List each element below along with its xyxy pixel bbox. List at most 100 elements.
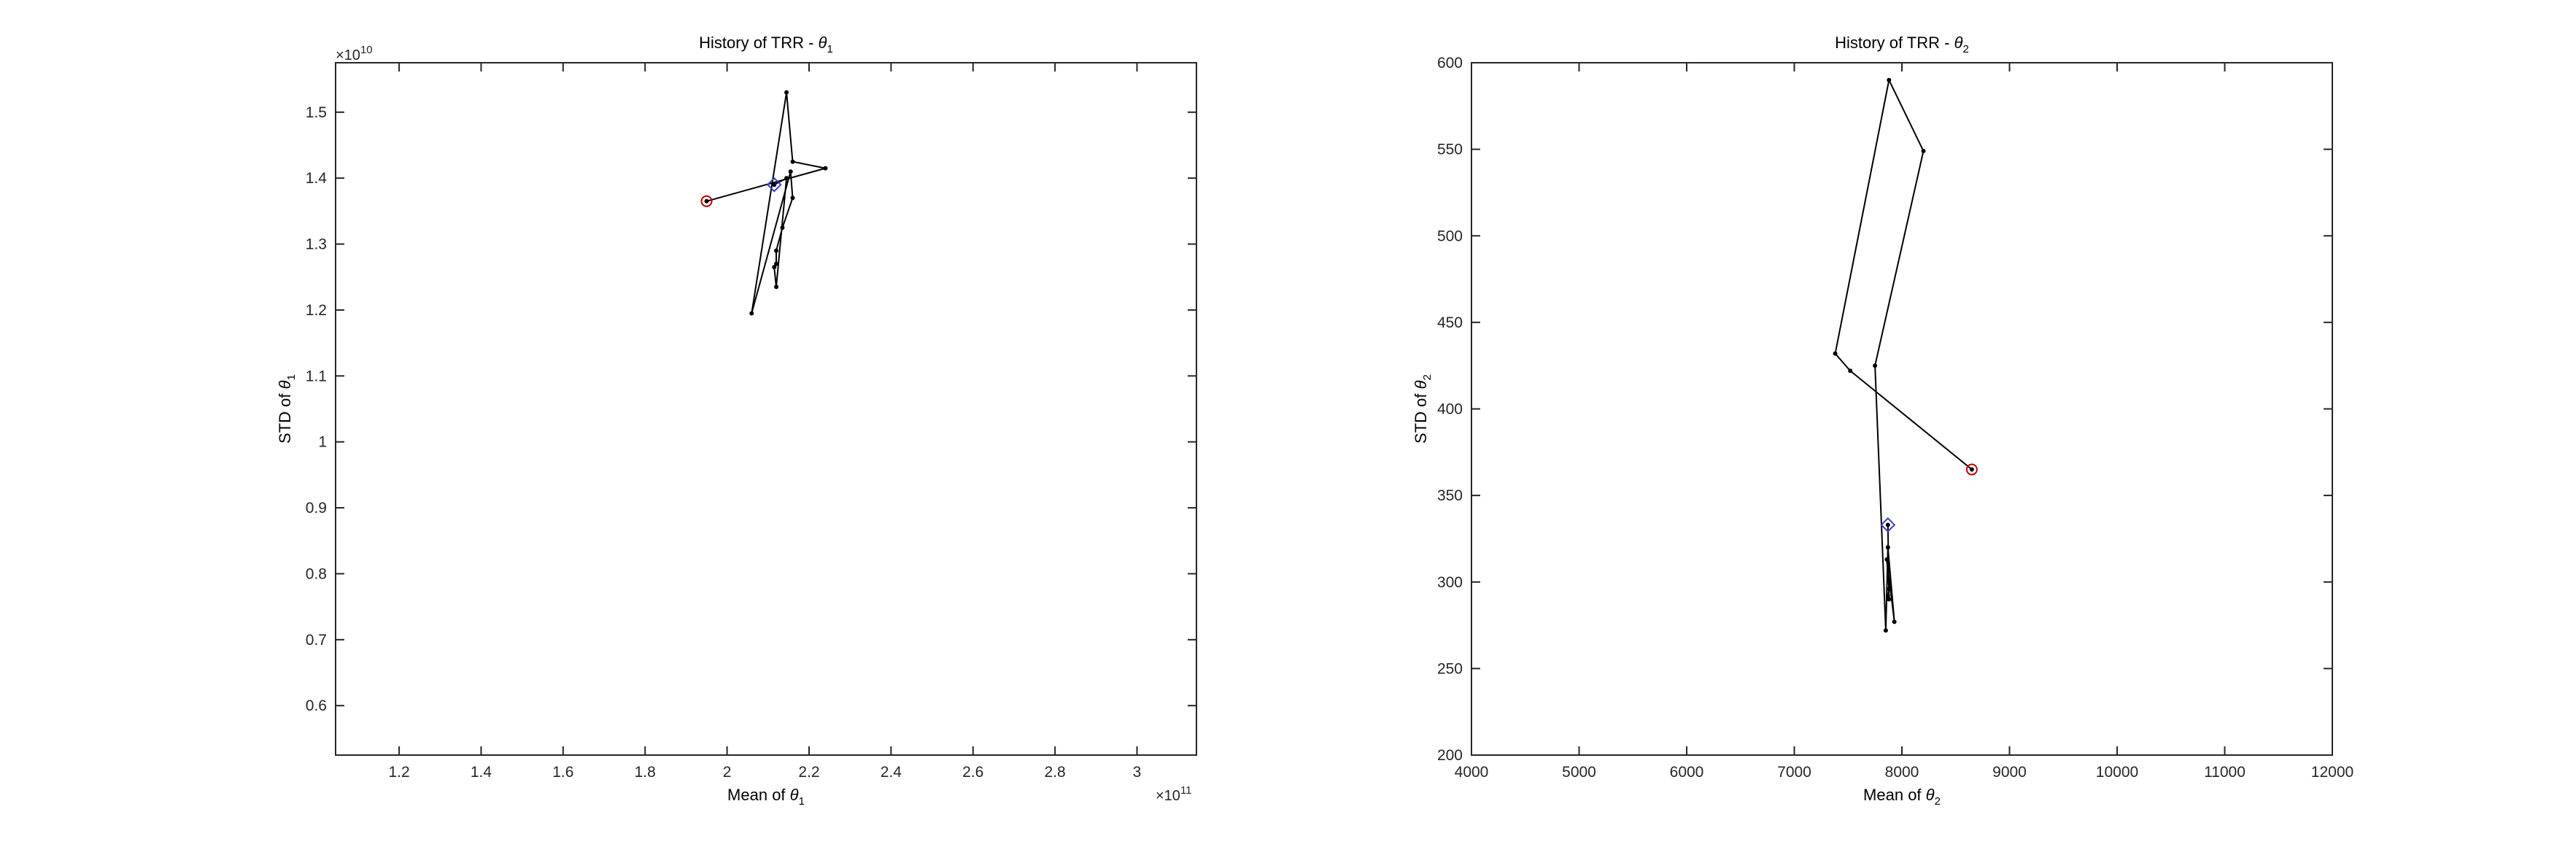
data-point bbox=[1969, 467, 1974, 472]
y-tick-label: 0.9 bbox=[306, 500, 327, 517]
x-axis-label-subscript: 1 bbox=[799, 795, 805, 808]
x-tick-label: 1.2 bbox=[388, 764, 409, 781]
y-axis-exponent: ×1010 bbox=[336, 44, 373, 63]
y-tick-label: 200 bbox=[1437, 747, 1463, 764]
y-tick-label: 1.4 bbox=[306, 170, 328, 187]
chart-panel-1: 1.2 1.4 1.6 1.8 2 2.2 2.4 2.6 2.8 30.60.70.80.911… bbox=[276, 34, 1197, 808]
y-tick-label: 0.7 bbox=[306, 632, 327, 649]
y-tick-label: 300 bbox=[1437, 574, 1463, 591]
chart-title: History of TRR - θ2 bbox=[1835, 34, 1969, 55]
plot-area-frame bbox=[335, 62, 1197, 756]
x-axis-label: Mean of θ2 bbox=[1863, 786, 1941, 808]
y-tick-label: 1.2 bbox=[306, 302, 327, 319]
y-axis-label: STD of θ2 bbox=[1412, 374, 1434, 444]
y-tick-label: 0.6 bbox=[306, 697, 327, 714]
data-point bbox=[704, 198, 709, 204]
x-exponent-base: ×10 bbox=[1156, 788, 1180, 804]
y-tick-label: 550 bbox=[1437, 142, 1463, 158]
y-tick-label: 1.3 bbox=[306, 236, 327, 253]
data-point bbox=[1885, 593, 1890, 598]
chart-title: History of TRR - θ1 bbox=[699, 34, 833, 55]
data-point bbox=[1873, 363, 1878, 368]
data-point bbox=[1887, 587, 1892, 592]
x-tick-label: 2 bbox=[723, 764, 732, 781]
data-point bbox=[1833, 351, 1838, 356]
chart-title-text: History of TRR - bbox=[699, 34, 818, 52]
x-tick-label: 5000 bbox=[1562, 764, 1596, 781]
x-tick-label: 3 bbox=[1133, 764, 1142, 781]
y-axis-label-symbol: θ bbox=[1412, 380, 1430, 389]
x-tick-label: 1.6 bbox=[552, 764, 573, 781]
x-axis-label-subscript: 2 bbox=[1935, 795, 1941, 808]
data-point bbox=[784, 90, 789, 95]
x-tick-label: 6000 bbox=[1670, 764, 1704, 781]
data-point bbox=[823, 166, 828, 171]
x-tick-label: 4000 bbox=[1455, 764, 1489, 781]
x-tick-label: 2.8 bbox=[1045, 764, 1066, 781]
data-point bbox=[788, 169, 793, 174]
data-point bbox=[749, 311, 754, 316]
data-point bbox=[790, 159, 795, 164]
data-point bbox=[1885, 545, 1890, 550]
x-tick-label: 2.6 bbox=[962, 764, 983, 781]
y-tick-label: 600 bbox=[1437, 55, 1463, 71]
chart-panel-2: 4000 5000 6000 7000 8000 9000 10000 11000 12000 2… bbox=[1412, 34, 2353, 808]
start-point-marker bbox=[1965, 463, 1978, 476]
x-tick-label: 2.2 bbox=[798, 764, 819, 781]
x-axis-label-text: Mean of bbox=[727, 786, 790, 804]
x-tick-label: 1.4 bbox=[471, 764, 492, 781]
data-point bbox=[1921, 148, 1926, 153]
data-point bbox=[1887, 77, 1892, 82]
x-axis-exponent: ×1011 bbox=[1156, 784, 1192, 804]
y-tick-label: 1 bbox=[318, 434, 327, 451]
data-point bbox=[1892, 619, 1897, 624]
data-point bbox=[774, 248, 779, 253]
x-tick-label: 9000 bbox=[1992, 764, 2027, 781]
y-axis-label-subscript: 1 bbox=[285, 374, 298, 380]
y-tick-label: 400 bbox=[1437, 401, 1463, 418]
chart-title-symbol: θ bbox=[819, 34, 827, 52]
x-tick-label: 11000 bbox=[2204, 764, 2246, 781]
chart-title-text: History of TRR - bbox=[1835, 34, 1954, 52]
x-axis-label-text: Mean of bbox=[1863, 786, 1926, 804]
y-axis-label-text: STD of bbox=[1412, 389, 1430, 444]
start-point-marker bbox=[700, 195, 713, 207]
x-tick-label: 12000 bbox=[2311, 764, 2353, 781]
data-point bbox=[1885, 522, 1890, 527]
data-point bbox=[774, 261, 779, 266]
x-axis-label-symbol: θ bbox=[790, 786, 799, 804]
x-exponent-power: 11 bbox=[1180, 784, 1192, 797]
data-point bbox=[772, 182, 777, 187]
plot-area-frame bbox=[1471, 62, 2333, 756]
data-point bbox=[1884, 557, 1890, 562]
x-axis-label-symbol: θ bbox=[1926, 786, 1935, 804]
y-tick-label: 1.1 bbox=[306, 368, 327, 384]
y-exponent-base: ×10 bbox=[336, 47, 360, 63]
y-tick-label: 500 bbox=[1437, 228, 1463, 244]
end-point-marker bbox=[1880, 517, 1896, 533]
y-axis-label-symbol: θ bbox=[276, 380, 294, 389]
y-exponent-power: 10 bbox=[360, 44, 373, 56]
data-point bbox=[780, 225, 785, 230]
data-point bbox=[1848, 368, 1853, 374]
data-point bbox=[774, 285, 779, 290]
series-line bbox=[1834, 77, 1973, 631]
x-axis-label: Mean of θ1 bbox=[727, 786, 805, 808]
y-tick-label: 350 bbox=[1437, 487, 1463, 504]
x-tick-label: 2.4 bbox=[881, 764, 902, 781]
data-point bbox=[784, 176, 789, 181]
end-point-marker bbox=[766, 177, 782, 193]
chart-title-symbol: θ bbox=[1954, 34, 1963, 52]
chart-title-subscript: 1 bbox=[827, 43, 832, 55]
data-point bbox=[1887, 597, 1892, 602]
data-point bbox=[790, 196, 795, 201]
y-axis-label-text: STD of bbox=[276, 389, 294, 444]
x-tick-label: 8000 bbox=[1885, 764, 1919, 781]
y-tick-label: 250 bbox=[1437, 660, 1463, 677]
chart-title-subscript: 2 bbox=[1962, 43, 1968, 55]
x-tick-label: 7000 bbox=[1777, 764, 1811, 781]
x-tick-label: 10000 bbox=[2096, 764, 2138, 781]
y-tick-label: 1.5 bbox=[306, 104, 327, 121]
y-axis-label: STD of θ1 bbox=[276, 374, 298, 444]
